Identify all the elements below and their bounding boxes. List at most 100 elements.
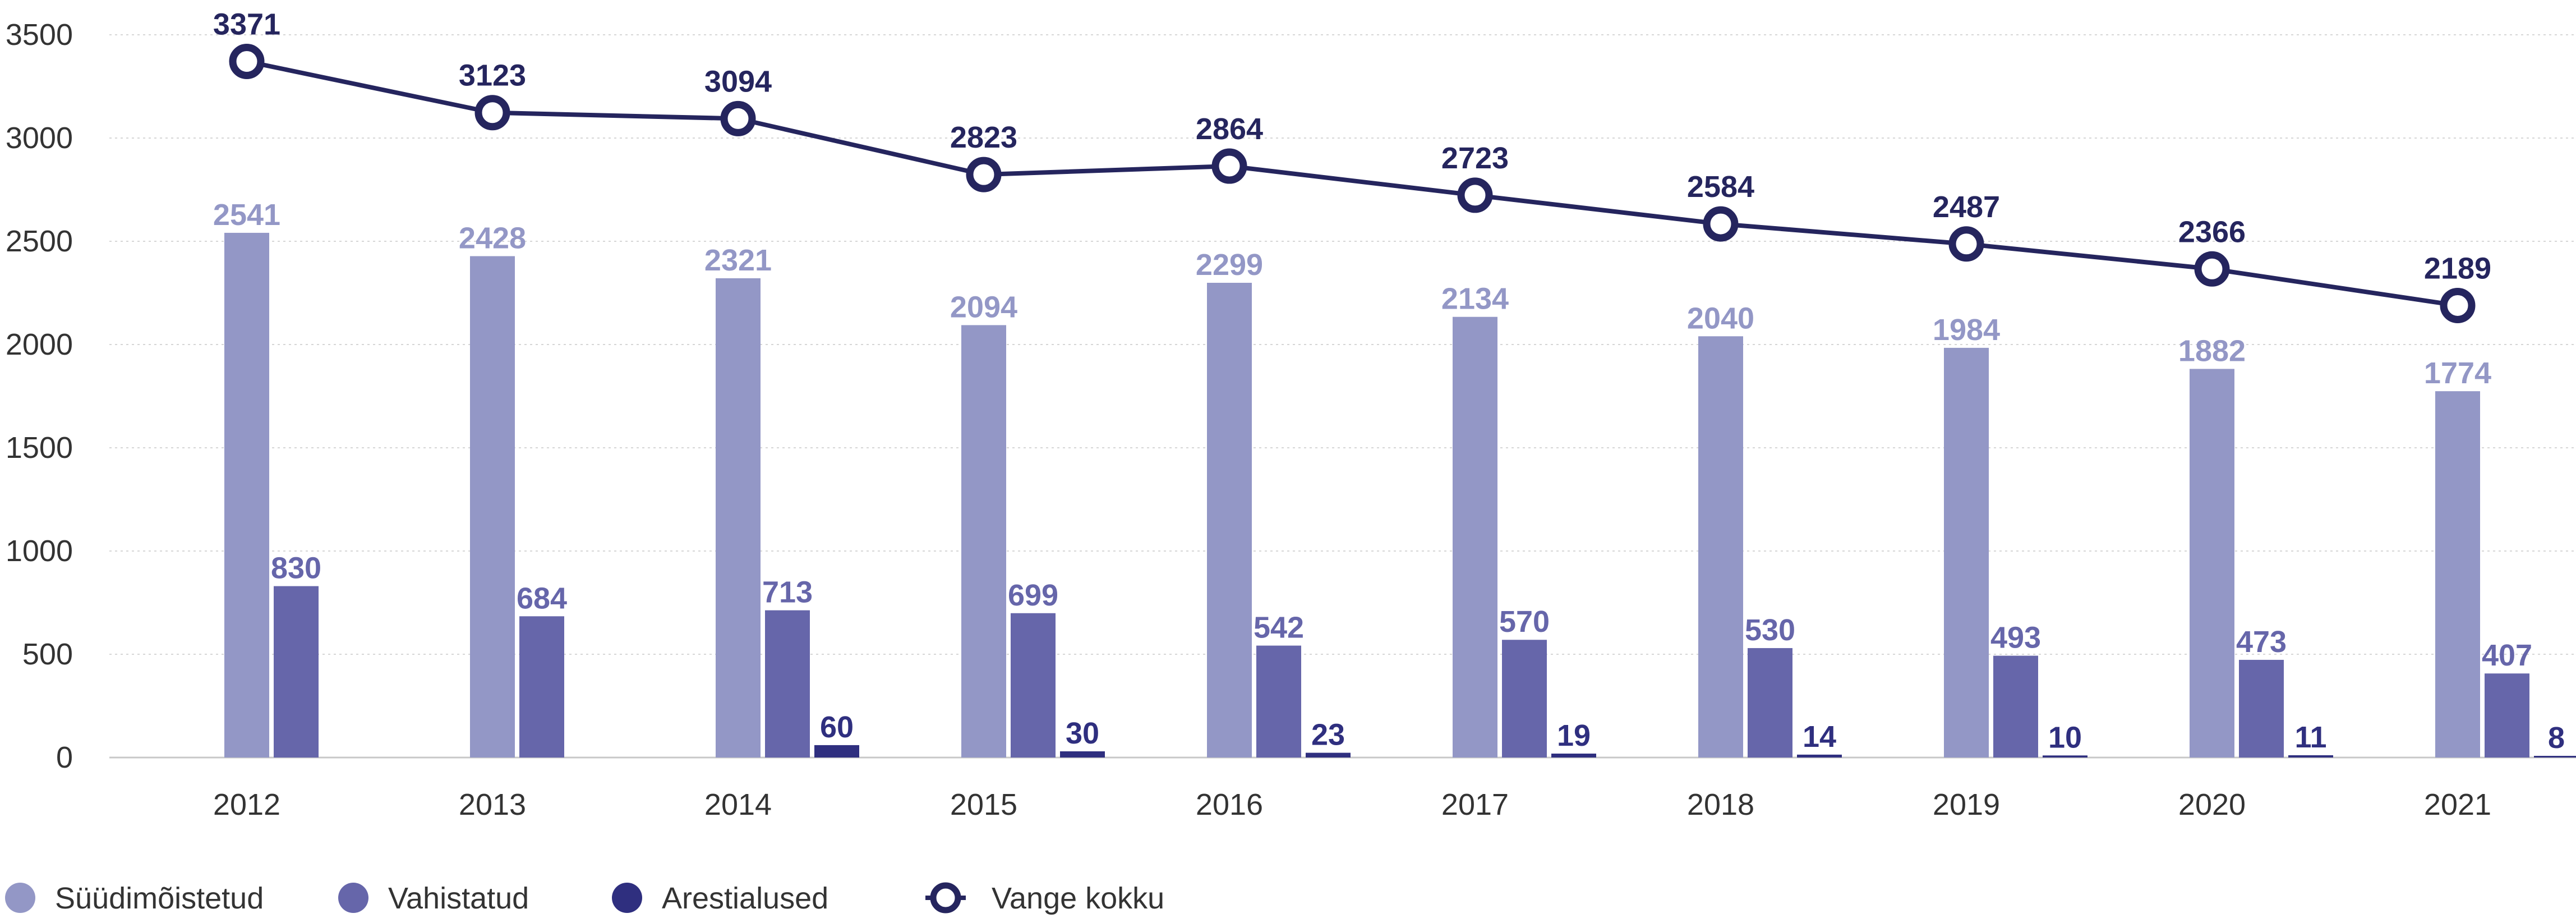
legend-swatch — [338, 883, 368, 913]
legend: Süüdimõistetud Vahistatud Arestialused Vang… — [5, 882, 1164, 915]
x-tick-label: 2017 — [1441, 788, 1509, 821]
bar — [765, 610, 810, 758]
bar-value-label: 2299 — [1196, 248, 1263, 282]
total-point — [1211, 148, 1247, 184]
bar — [1993, 655, 2038, 758]
total-value-label: 2366 — [2178, 215, 2246, 249]
bar — [1453, 316, 1497, 758]
bar-value-label: 1882 — [2178, 334, 2246, 368]
y-axis: 0 500 1000 1500 2000 2500 3000 3500 — [6, 18, 73, 774]
x-axis: 2012 2013 2014 2015 2016 2017 2018 2019 2020 2021 — [109, 756, 2576, 821]
legend-label: Süüdimõistetud — [55, 882, 264, 915]
bar — [1698, 336, 1743, 758]
bar-value-label: 2040 — [1687, 301, 1754, 335]
y-tick-label: 2500 — [6, 224, 73, 258]
bar-value-label: 2428 — [459, 221, 526, 255]
total-value-label: 2487 — [1933, 190, 2000, 224]
bar — [2435, 391, 2480, 758]
total-point — [474, 95, 510, 131]
bar — [519, 616, 564, 758]
y-tick-label: 3000 — [6, 121, 73, 155]
total-value-label: 2584 — [1687, 170, 1754, 204]
bar-value-label: 30 — [1066, 717, 1099, 750]
bar-value-label: 2541 — [213, 198, 280, 232]
total-line-path — [246, 59, 2458, 308]
total-point — [1948, 226, 1984, 262]
bar-value-label: 473 — [2236, 625, 2287, 659]
bar-value-label: 10 — [2048, 720, 2082, 754]
bar — [2485, 673, 2529, 758]
bar — [2190, 369, 2234, 758]
bar-value-label: 2094 — [950, 290, 1017, 324]
bar — [2239, 659, 2284, 758]
total-point — [720, 100, 756, 136]
bar — [1011, 613, 1056, 758]
total-value-label: 2864 — [1196, 112, 1263, 146]
total-value-label: 3094 — [704, 65, 772, 98]
x-tick-label: 2013 — [459, 788, 526, 821]
total-value-label: 3371 — [213, 7, 280, 41]
bar-value-label: 713 — [762, 576, 813, 609]
total-point — [229, 43, 265, 79]
x-tick-label: 2019 — [1933, 788, 2000, 821]
bar-value-label: 407 — [2482, 639, 2532, 672]
legend-label: Vahistatud — [388, 882, 529, 915]
legend-item: Vahistatud — [338, 882, 529, 915]
bar-value-label: 830 — [271, 552, 321, 585]
bar — [1551, 754, 1596, 758]
x-tick-label: 2016 — [1196, 788, 1263, 821]
bar-value-label: 11 — [2294, 720, 2326, 754]
bar — [1306, 752, 1351, 758]
bar — [274, 586, 319, 758]
total-point — [1457, 177, 1493, 213]
bar-value-label: 8 — [2548, 721, 2565, 755]
bar — [1256, 645, 1301, 758]
bar — [1502, 640, 1547, 758]
bar-value-label: 19 — [1557, 719, 1591, 752]
total-point — [1703, 206, 1739, 242]
x-tick-label: 2015 — [950, 788, 1017, 821]
legend-label: Vange kokku — [992, 882, 1164, 915]
bar — [1748, 648, 1792, 758]
total-point — [966, 157, 1002, 192]
bar — [2534, 756, 2576, 758]
bar-value-label: 530 — [1745, 613, 1795, 647]
bar-value-label: 542 — [1254, 611, 1304, 645]
legend-marker — [930, 882, 961, 914]
bar — [1207, 282, 1252, 758]
bar — [470, 256, 515, 758]
bar-value-label: 23 — [1311, 718, 1345, 752]
y-tick-label: 1500 — [6, 431, 73, 465]
y-tick-label: 3500 — [6, 18, 73, 52]
x-tick-label: 2020 — [2178, 788, 2246, 821]
x-tick-label: 2012 — [213, 788, 280, 821]
x-tick-label: 2018 — [1687, 788, 1754, 821]
bar — [716, 278, 761, 758]
bar-value-label: 699 — [1008, 579, 1058, 612]
total-value-label: 2723 — [1441, 141, 1509, 175]
legend-swatch — [5, 883, 35, 913]
bar — [2043, 755, 2087, 758]
total-value-label: 2823 — [950, 121, 1017, 154]
y-tick-label: 2000 — [6, 328, 73, 361]
bar-value-label: 1774 — [2424, 356, 2491, 390]
legend-label: Arestialused — [662, 882, 828, 915]
total-line: 3371 3123 3094 2823 2864 2723 2584 2487 2366 2189 — [213, 7, 2491, 323]
bar — [1944, 347, 1989, 758]
bar — [961, 325, 1006, 758]
bar-value-label: 60 — [820, 710, 854, 744]
x-tick-label: 2014 — [704, 788, 772, 821]
y-tick-label: 1000 — [6, 534, 73, 568]
total-value-label: 2189 — [2424, 251, 2491, 285]
total-value-label: 3123 — [459, 59, 526, 93]
legend-item: Vange kokku — [925, 882, 1164, 915]
legend-item: Arestialused — [612, 882, 828, 915]
bar-value-label: 684 — [517, 581, 567, 615]
y-tick-label: 500 — [22, 637, 73, 671]
bar-value-label: 2134 — [1441, 282, 1509, 316]
bar-value-label: 2321 — [704, 244, 772, 277]
total-point — [2194, 251, 2230, 287]
bar — [224, 232, 269, 758]
bar — [1060, 751, 1105, 758]
